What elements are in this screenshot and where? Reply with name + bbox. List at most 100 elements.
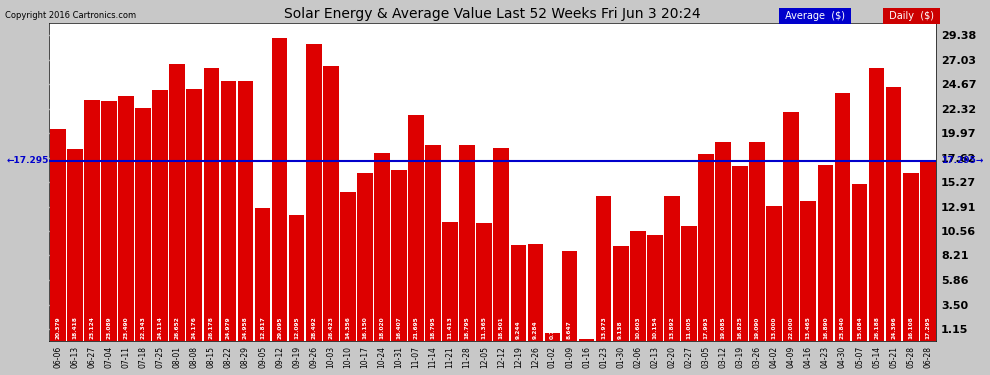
- Text: 18.501: 18.501: [499, 316, 504, 339]
- Text: 26.652: 26.652: [175, 316, 180, 339]
- Bar: [544, 333, 560, 341]
- Bar: [681, 226, 697, 341]
- Bar: [67, 149, 83, 341]
- Text: 0.718: 0.718: [550, 321, 555, 339]
- Bar: [766, 206, 782, 341]
- Text: 22.000: 22.000: [789, 317, 794, 339]
- Bar: [647, 235, 662, 341]
- Bar: [254, 207, 270, 341]
- Bar: [289, 215, 305, 341]
- Text: 16.108: 16.108: [908, 316, 913, 339]
- Bar: [136, 108, 151, 341]
- Text: 13.973: 13.973: [601, 316, 606, 339]
- Bar: [630, 231, 645, 341]
- Bar: [835, 93, 850, 341]
- Text: 9.138: 9.138: [618, 321, 624, 339]
- Text: 23.124: 23.124: [89, 316, 94, 339]
- Bar: [851, 184, 867, 341]
- Text: 24.114: 24.114: [157, 316, 162, 339]
- Text: 12.817: 12.817: [260, 316, 265, 339]
- Text: 9.244: 9.244: [516, 321, 521, 339]
- Text: 18.020: 18.020: [379, 317, 384, 339]
- Bar: [169, 63, 185, 341]
- Bar: [528, 244, 544, 341]
- Bar: [801, 201, 816, 341]
- Text: Average  ($): Average ($): [782, 11, 848, 21]
- Text: 29.095: 29.095: [277, 317, 282, 339]
- Text: 16.150: 16.150: [362, 316, 367, 339]
- Text: 13.000: 13.000: [772, 317, 777, 339]
- Bar: [118, 96, 134, 341]
- Bar: [579, 339, 594, 341]
- Bar: [596, 195, 612, 341]
- Bar: [50, 129, 65, 341]
- Bar: [408, 115, 424, 341]
- Bar: [476, 223, 492, 341]
- Text: 11.365: 11.365: [482, 316, 487, 339]
- Bar: [613, 246, 629, 341]
- Text: 9.284: 9.284: [533, 321, 538, 339]
- Bar: [920, 161, 936, 341]
- Bar: [783, 112, 799, 341]
- Bar: [886, 87, 902, 341]
- Bar: [698, 154, 714, 341]
- Text: 18.418: 18.418: [72, 316, 77, 339]
- Text: 16.407: 16.407: [396, 316, 402, 339]
- Bar: [271, 38, 287, 341]
- Bar: [715, 142, 731, 341]
- Bar: [374, 153, 390, 341]
- Bar: [561, 251, 577, 341]
- Text: 24.958: 24.958: [243, 316, 248, 339]
- Text: ←17.295: ←17.295: [7, 156, 50, 165]
- Bar: [306, 44, 322, 341]
- Bar: [204, 69, 219, 341]
- Bar: [749, 142, 765, 341]
- Bar: [511, 245, 527, 341]
- Text: 12.095: 12.095: [294, 317, 299, 339]
- Text: 11.005: 11.005: [686, 317, 691, 339]
- Bar: [340, 192, 355, 341]
- Text: 28.492: 28.492: [311, 316, 316, 339]
- Bar: [426, 146, 441, 341]
- Bar: [101, 100, 117, 341]
- Text: 23.089: 23.089: [107, 317, 112, 339]
- Text: Copyright 2016 Cartronics.com: Copyright 2016 Cartronics.com: [5, 11, 136, 20]
- Text: 18.795: 18.795: [464, 316, 469, 339]
- Text: 18.795: 18.795: [431, 316, 436, 339]
- Bar: [357, 173, 372, 341]
- Text: 23.490: 23.490: [124, 317, 129, 339]
- Text: Daily  ($): Daily ($): [886, 11, 938, 21]
- Text: 19.090: 19.090: [754, 317, 759, 339]
- Text: 14.356: 14.356: [346, 316, 350, 339]
- Text: 24.396: 24.396: [891, 316, 896, 339]
- Text: 24.979: 24.979: [226, 317, 231, 339]
- Text: 20.379: 20.379: [55, 317, 60, 339]
- Bar: [493, 148, 509, 341]
- Bar: [391, 170, 407, 341]
- Text: 26.178: 26.178: [209, 316, 214, 339]
- Bar: [818, 165, 834, 341]
- Bar: [443, 222, 458, 341]
- Text: 16.890: 16.890: [823, 317, 828, 339]
- Text: 19.085: 19.085: [721, 317, 726, 339]
- Bar: [459, 146, 475, 341]
- Text: 23.840: 23.840: [840, 316, 844, 339]
- Bar: [152, 90, 168, 341]
- Text: 26.188: 26.188: [874, 316, 879, 339]
- Text: 10.603: 10.603: [636, 317, 641, 339]
- Text: 17.295: 17.295: [926, 316, 931, 339]
- Text: 17.295→: 17.295→: [941, 156, 984, 165]
- Text: 13.892: 13.892: [669, 316, 674, 339]
- Text: 22.343: 22.343: [141, 316, 146, 339]
- Text: 21.695: 21.695: [414, 316, 419, 339]
- Text: 10.154: 10.154: [652, 316, 657, 339]
- Text: 11.413: 11.413: [447, 316, 452, 339]
- Bar: [221, 81, 237, 341]
- Bar: [733, 166, 748, 341]
- Bar: [868, 68, 884, 341]
- Text: 17.993: 17.993: [704, 317, 709, 339]
- Bar: [903, 173, 919, 341]
- Text: 26.423: 26.423: [329, 316, 334, 339]
- Text: 8.647: 8.647: [567, 321, 572, 339]
- Text: 15.084: 15.084: [857, 316, 862, 339]
